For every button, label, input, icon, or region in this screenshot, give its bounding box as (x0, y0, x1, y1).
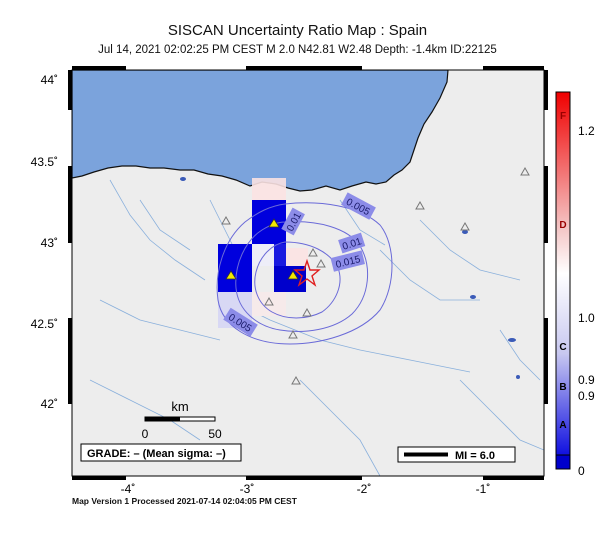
svg-text:-1˚: -1˚ (476, 482, 491, 496)
svg-text:0: 0 (578, 464, 585, 478)
frame-checker-top (72, 66, 544, 70)
lon-tick-labels: -4˚ -3˚ -2˚ -1˚ (121, 482, 491, 496)
map-area: 0.005 0.01 0.015 0.01 0.005 (72, 70, 544, 476)
svg-text:43˚: 43˚ (41, 236, 58, 250)
scale-bar: km 0 50 (142, 399, 222, 441)
svg-text:43.5˚: 43.5˚ (31, 155, 58, 169)
colorbar-letters: F D C B A (559, 111, 566, 431)
svg-text:1.0: 1.0 (578, 311, 595, 325)
svg-text:0.9: 0.9 (578, 389, 595, 403)
svg-text:0.9: 0.9 (578, 373, 595, 387)
mi-text: MI = 6.0 (455, 450, 495, 462)
svg-text:-2˚: -2˚ (357, 482, 372, 496)
svg-text:44˚: 44˚ (41, 73, 58, 87)
svg-text:42.5˚: 42.5˚ (31, 317, 58, 331)
station-markers (221, 166, 530, 385)
frame-checker-left (68, 70, 72, 404)
map-title: SISCAN Uncertainty Ratio Map : Spain (167, 22, 428, 39)
grade-box: GRADE: – (Mean sigma: –) (80, 443, 242, 462)
reservoirs (180, 177, 520, 379)
frame-checker-bottom (72, 476, 544, 480)
scale-end: 50 (208, 427, 222, 441)
event-subtitle: Jul 14, 2021 02:02:25 PM CEST M 2.0 N42.… (98, 44, 497, 56)
lat-tick-labels: 44˚ 43.5˚ 43˚ 42.5˚ 42˚ (31, 73, 58, 411)
grade-text: GRADE: – (Mean sigma: –) (87, 448, 226, 460)
svg-text:1.2: 1.2 (578, 124, 595, 138)
scale-unit: km (171, 399, 188, 414)
svg-text:B: B (559, 382, 566, 393)
scale-start: 0 (142, 427, 149, 441)
svg-text:-3˚: -3˚ (240, 482, 255, 496)
epicenter-star (293, 258, 321, 287)
frame-checker-right (544, 70, 548, 404)
sea-bay-of-biscay (72, 70, 449, 192)
svg-text:A: A (559, 420, 566, 431)
rivers (89, 179, 544, 476)
colorbar: F D C B A 1.2 1.0 0.9 0.9 0 (555, 91, 595, 478)
contributing-stations (225, 218, 299, 280)
svg-text:D: D (559, 220, 566, 231)
colorbar-values: 1.2 1.0 0.9 0.9 0 (578, 124, 595, 478)
mi-legend: MI = 6.0 (397, 446, 516, 463)
processed-footer: Map Version 1 Processed 2021-07-14 02:04… (72, 496, 297, 506)
svg-text:-4˚: -4˚ (121, 482, 136, 496)
svg-text:42˚: 42˚ (41, 397, 58, 411)
svg-text:F: F (560, 111, 566, 122)
svg-text:C: C (559, 342, 566, 353)
